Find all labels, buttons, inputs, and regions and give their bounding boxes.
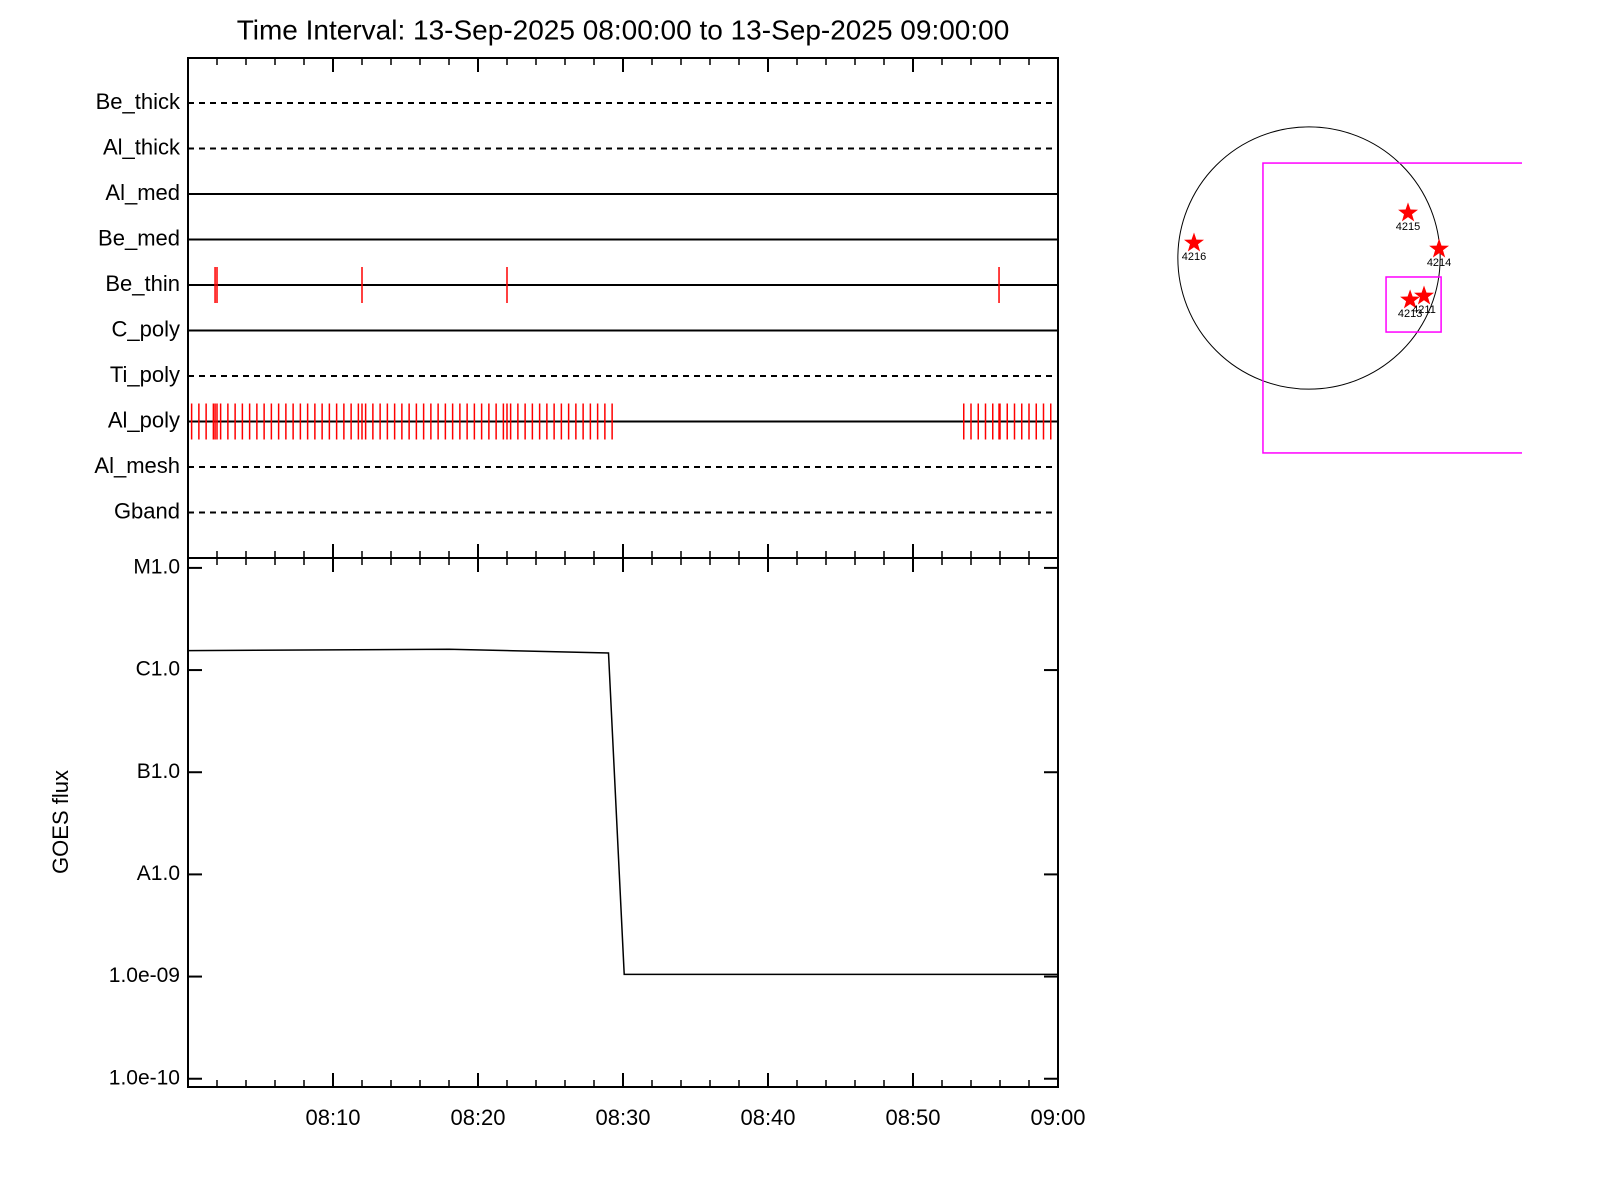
region-star — [1398, 202, 1418, 222]
region-label: 4216 — [1182, 251, 1206, 263]
y-tick-label: 1.0e-10 — [109, 1066, 180, 1089]
region-label: 4211 — [1412, 304, 1436, 316]
field-of-view — [1385, 276, 1442, 333]
region-label: 4214 — [1427, 257, 1451, 269]
y-tick-label: 1.0e-09 — [109, 964, 180, 987]
region-star — [1184, 232, 1204, 252]
filter-label: Al_mesh — [94, 453, 180, 478]
filter-label: Ti_poly — [110, 362, 180, 387]
chart-title: Time Interval: 13-Sep-2025 08:00:00 to 1… — [237, 14, 1010, 45]
region-label: 4215 — [1396, 221, 1420, 233]
x-tick-label: 08:10 — [305, 1105, 360, 1130]
region-star — [1414, 285, 1434, 305]
y-axis-label: GOES flux — [48, 770, 73, 874]
field-of-view — [1262, 162, 1522, 454]
region-star — [1400, 289, 1421, 309]
x-tick-label: 08:30 — [595, 1105, 650, 1130]
goes-flux-line — [187, 648, 1058, 976]
filter-label: Be_thick — [96, 89, 181, 114]
filter-label: Al_poly — [108, 407, 180, 432]
x-tick-label: 08:40 — [740, 1105, 795, 1130]
top-panel-frame — [187, 57, 1059, 559]
filter-label: Al_med — [105, 180, 180, 205]
x-tick-label: 08:50 — [885, 1105, 940, 1130]
filter-label: Gband — [114, 498, 180, 523]
solar-limb — [1177, 126, 1441, 390]
region-star — [1429, 238, 1449, 258]
filter-label: C_poly — [112, 316, 180, 341]
y-tick-label: M1.0 — [133, 555, 180, 578]
bottom-panel-frame — [187, 557, 1059, 1088]
y-tick-label: A1.0 — [137, 862, 180, 885]
region-label: 4213 — [1398, 308, 1422, 320]
x-tick-label: 09:00 — [1030, 1105, 1085, 1130]
y-tick-label: B1.0 — [137, 760, 180, 783]
filter-label: Be_med — [98, 225, 180, 250]
y-tick-label: C1.0 — [136, 658, 180, 681]
filter-label: Be_thin — [105, 271, 180, 296]
x-tick-label: 08:20 — [450, 1105, 505, 1130]
filter-label: Al_thick — [103, 134, 181, 159]
